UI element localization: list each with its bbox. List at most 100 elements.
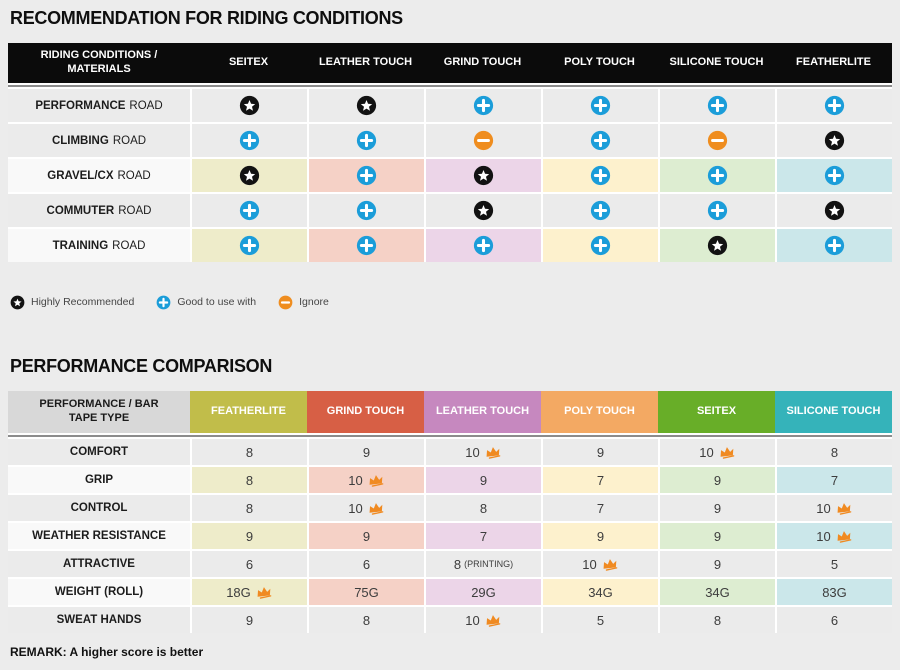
score-value: 10 xyxy=(465,444,480,460)
remark: REMARK: A higher score is better xyxy=(10,645,204,659)
score-cell: 9 xyxy=(190,607,307,633)
score-cell: 6 xyxy=(307,551,424,577)
score-value: 10 xyxy=(348,472,363,488)
score-value: 10 xyxy=(582,556,597,572)
score-cell: 83G xyxy=(775,579,892,605)
column-header-grind-touch: GRIND TOUCH xyxy=(443,56,522,69)
star-icon xyxy=(239,95,260,116)
performance-comparison-table: PERFORMANCE / BAR TAPE TYPE FEATHERLITE GR… xyxy=(8,391,892,633)
column-header-poly-touch: POLY TOUCH xyxy=(541,391,658,433)
plus-icon xyxy=(239,130,260,151)
score-value: 9 xyxy=(245,612,254,628)
score-value: 6 xyxy=(830,612,839,628)
score-value: 7 xyxy=(479,528,488,544)
score-cell: 7 xyxy=(541,467,658,493)
star-icon xyxy=(707,235,728,256)
riding-conditions-header: RIDING CONDITIONS / MATERIALS SEITEX LEATH… xyxy=(8,43,892,83)
score-value: 7 xyxy=(596,500,605,516)
recommendation-cell-star xyxy=(775,124,892,157)
recommendation-cell-plus xyxy=(190,124,307,157)
score-cell: 29G xyxy=(424,579,541,605)
row-label: ATTRACTIVE xyxy=(8,551,190,577)
score-cell: 18G xyxy=(190,579,307,605)
table-row: GRIP 8 10 9 7 9 7 xyxy=(8,467,892,493)
plus-icon xyxy=(356,130,377,151)
score-cell: 9 xyxy=(658,551,775,577)
row-label: TRAINING ROAD xyxy=(8,229,190,262)
recommendation-cell-plus xyxy=(541,159,658,192)
score-cell: 10 xyxy=(307,467,424,493)
table-row: PERFORMANCE ROAD xyxy=(8,89,892,122)
score-value: 9 xyxy=(713,556,722,572)
row-label: COMMUTER ROAD xyxy=(8,194,190,227)
column-header-silicone-touch: SILICONE TOUCH xyxy=(669,56,764,69)
recommendation-cell-star xyxy=(424,194,541,227)
score-cell: 9 xyxy=(541,523,658,549)
recommendation-cell-star xyxy=(190,89,307,122)
score-value: 9 xyxy=(362,528,371,544)
plus-icon xyxy=(590,130,611,151)
legend-label: Good to use with xyxy=(177,296,257,308)
crown-icon xyxy=(367,501,385,516)
column-header-poly-touch: POLY TOUCH xyxy=(564,56,635,69)
star-icon xyxy=(239,165,260,186)
score-cell: 8 xyxy=(190,439,307,465)
score-value: 9 xyxy=(245,528,254,544)
score-value: 9 xyxy=(479,472,488,488)
plus-icon xyxy=(590,200,611,221)
score-value: 8 xyxy=(362,612,371,628)
score-cell: 5 xyxy=(775,551,892,577)
column-header-seitex: SEITEX xyxy=(658,391,775,433)
plus-icon xyxy=(156,295,171,309)
performance-comparison-header: PERFORMANCE / BAR TAPE TYPE FEATHERLITE GR… xyxy=(8,391,892,433)
table-row: CONTROL 8 10 8 7 9 10 xyxy=(8,495,892,521)
plus-icon xyxy=(356,200,377,221)
score-value: 29G xyxy=(471,584,496,600)
minus-icon xyxy=(707,130,728,151)
recommendation-cell-plus xyxy=(541,229,658,262)
row-label: WEATHER RESISTANCE xyxy=(8,523,190,549)
minus-icon xyxy=(278,295,293,309)
recommendation-cell-plus xyxy=(541,124,658,157)
score-cell: 8 xyxy=(424,495,541,521)
score-cell: 10 xyxy=(424,439,541,465)
performance-comparison-body: COMFORT 8 9 10 9 10 8 GRIP 8 10 9 7 9 7 CONTROL 8 10 8 7 9 1… xyxy=(8,439,892,633)
star-icon xyxy=(473,165,494,186)
score-value: 9 xyxy=(596,528,605,544)
score-value: 10 xyxy=(816,500,831,516)
plus-icon xyxy=(707,95,728,116)
recommendation-cell-minus xyxy=(424,124,541,157)
table-row: SWEAT HANDS 9 8 10 5 8 6 xyxy=(8,607,892,633)
score-cell: 8 xyxy=(775,439,892,465)
score-cell: 34G xyxy=(658,579,775,605)
score-value: 83G xyxy=(822,584,847,600)
crown-icon xyxy=(484,613,502,628)
score-value: 8 xyxy=(453,556,462,572)
recommendation-cell-star xyxy=(424,159,541,192)
score-cell: 8 xyxy=(190,467,307,493)
score-value: 8 xyxy=(713,612,722,628)
score-cell: 9 xyxy=(658,523,775,549)
recommendation-cell-plus xyxy=(775,159,892,192)
riding-conditions-table: RIDING CONDITIONS / MATERIALS SEITEX LEATH… xyxy=(8,43,892,262)
crown-icon xyxy=(718,445,736,460)
recommendation-cell-plus xyxy=(307,229,424,262)
plus-icon xyxy=(590,165,611,186)
row-label: WEIGHT (ROLL) xyxy=(8,579,190,605)
recommendation-cell-star xyxy=(307,89,424,122)
plus-icon xyxy=(824,95,845,116)
star-icon xyxy=(824,200,845,221)
performance-comparison-title: PERFORMANCE COMPARISON xyxy=(10,356,273,376)
star-icon xyxy=(356,95,377,116)
recommendation-cell-plus xyxy=(541,194,658,227)
plus-icon xyxy=(707,200,728,221)
plus-icon xyxy=(590,95,611,116)
score-value: 7 xyxy=(830,472,839,488)
plus-icon xyxy=(824,165,845,186)
score-value: 8 xyxy=(245,472,254,488)
score-cell: 9 xyxy=(307,439,424,465)
recommendation-cell-plus xyxy=(658,159,775,192)
plus-icon xyxy=(356,165,377,186)
score-cell: 6 xyxy=(775,607,892,633)
table-row: CLIMBING ROAD xyxy=(8,124,892,157)
